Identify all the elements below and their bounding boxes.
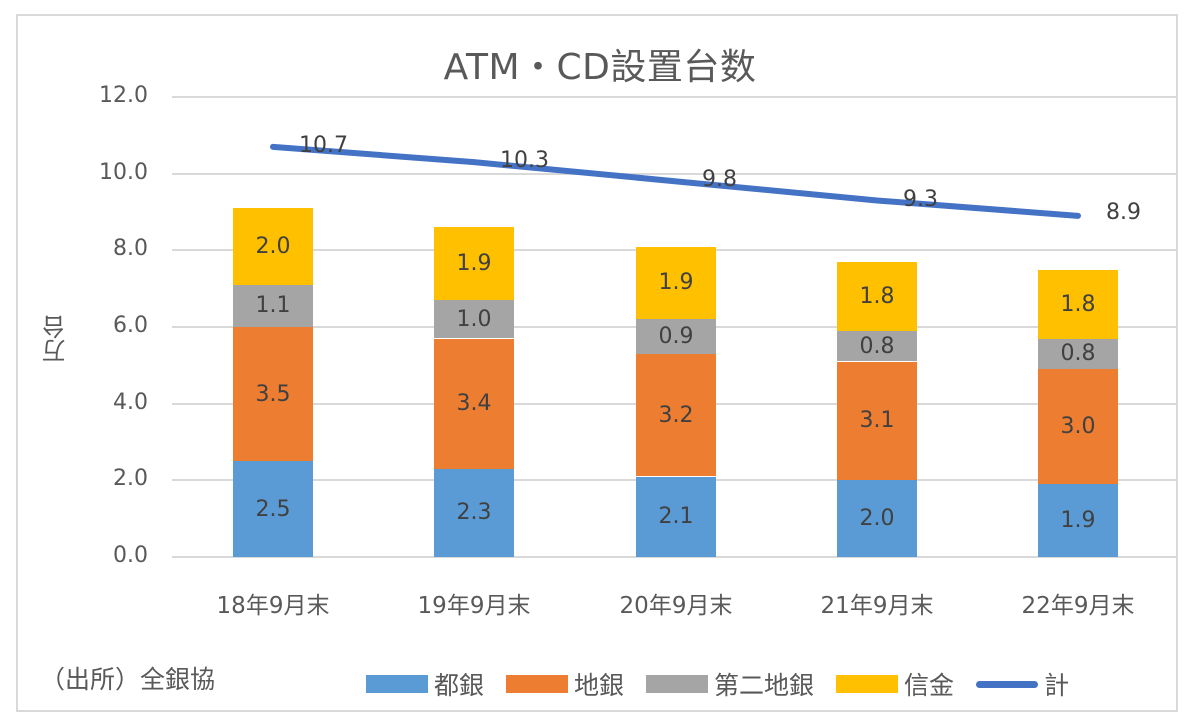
legend-item-total: 計 bbox=[976, 666, 1069, 702]
legend-item-toginko: 都銀 bbox=[366, 666, 484, 702]
legend-item-daini-chigin: 第二地銀 bbox=[646, 666, 814, 702]
bar-segment: 1.9 bbox=[1038, 484, 1118, 557]
y-tick-label: 2.0 bbox=[113, 466, 148, 492]
legend-label: 地銀 bbox=[574, 671, 625, 700]
bar-segment: 2.5 bbox=[233, 461, 313, 557]
x-tick-label: 20年9月末 bbox=[619, 593, 733, 619]
bar-segment: 1.1 bbox=[233, 284, 313, 327]
y-tick-label: 12.0 bbox=[99, 83, 148, 108]
gridline bbox=[172, 172, 1178, 175]
legend-line-icon bbox=[976, 680, 1039, 688]
legend-swatch-icon bbox=[506, 675, 569, 693]
legend-swatch-icon bbox=[836, 675, 899, 693]
y-tick-label: 4.0 bbox=[113, 389, 148, 415]
y-tick-label: 10.0 bbox=[99, 159, 148, 185]
x-tick-label: 19年9月末 bbox=[417, 593, 531, 619]
x-tick-label: 21年9月末 bbox=[820, 593, 934, 619]
legend-label: 信金 bbox=[904, 671, 955, 700]
legend: 都銀 地銀 第二地銀 信金 計 bbox=[366, 666, 1069, 702]
legend-item-shinkin: 信金 bbox=[836, 666, 954, 702]
line-data-label: 9.3 bbox=[903, 186, 938, 212]
bar-segment: 3.5 bbox=[233, 327, 313, 462]
bar-segment: 3.2 bbox=[636, 353, 716, 477]
y-tick-label: 0.0 bbox=[113, 543, 148, 568]
line-data-label: 10.3 bbox=[500, 148, 549, 174]
x-tick-label: 22年9月末 bbox=[1021, 593, 1135, 619]
legend-item-chigin: 地銀 bbox=[506, 666, 624, 702]
source-note: （出所）全銀協 bbox=[40, 665, 216, 694]
legend-label: 計 bbox=[1044, 671, 1070, 700]
line-data-label: 8.9 bbox=[1106, 199, 1141, 225]
bar-segment: 0.8 bbox=[1038, 338, 1118, 370]
bar-segment: 1.0 bbox=[434, 300, 514, 339]
x-tick-label: 18年9月末 bbox=[216, 593, 330, 619]
bar-segment: 2.3 bbox=[434, 468, 514, 557]
bar-segment: 0.8 bbox=[837, 330, 917, 362]
line-data-label: 9.8 bbox=[702, 167, 737, 193]
chart-title: ATM・CD設置台数 bbox=[443, 47, 757, 88]
y-tick-label: 6.0 bbox=[113, 313, 148, 338]
bar-segment: 1.8 bbox=[837, 261, 917, 331]
legend-label: 都銀 bbox=[434, 671, 485, 700]
bar-segment: 1.8 bbox=[1038, 269, 1118, 339]
bar-segment: 1.9 bbox=[434, 227, 514, 301]
legend-swatch-icon bbox=[366, 675, 428, 693]
bar-segment: 3.1 bbox=[837, 361, 917, 481]
line-data-label: 10.7 bbox=[299, 132, 348, 158]
legend-swatch-icon bbox=[646, 675, 709, 693]
gridline bbox=[172, 556, 1178, 558]
bar-segment: 2.0 bbox=[233, 208, 313, 285]
bar-segment: 0.9 bbox=[636, 319, 716, 354]
bar-segment: 3.4 bbox=[434, 338, 514, 469]
legend-label: 第二地銀 bbox=[714, 671, 815, 700]
bar-segment: 3.0 bbox=[1038, 369, 1118, 485]
bar-segment: 2.1 bbox=[636, 476, 716, 557]
chart-frame bbox=[16, 14, 1178, 712]
bar-segment: 1.9 bbox=[636, 246, 716, 320]
bar-segment: 2.0 bbox=[837, 480, 917, 557]
gridline bbox=[172, 96, 1178, 98]
y-tick-label: 8.0 bbox=[113, 236, 148, 262]
